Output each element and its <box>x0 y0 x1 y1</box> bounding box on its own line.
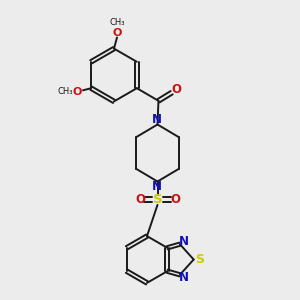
Text: N: N <box>179 235 189 248</box>
Text: O: O <box>135 193 145 206</box>
Text: O: O <box>73 87 82 97</box>
Text: O: O <box>172 83 182 96</box>
Text: S: S <box>153 193 162 206</box>
Text: N: N <box>152 113 162 126</box>
Text: O: O <box>113 28 122 38</box>
Text: CH₃: CH₃ <box>57 87 73 96</box>
Text: N: N <box>179 271 189 284</box>
Text: CH₃: CH₃ <box>110 18 125 27</box>
Text: S: S <box>195 253 204 266</box>
Text: O: O <box>170 193 180 206</box>
Text: N: N <box>152 180 162 193</box>
